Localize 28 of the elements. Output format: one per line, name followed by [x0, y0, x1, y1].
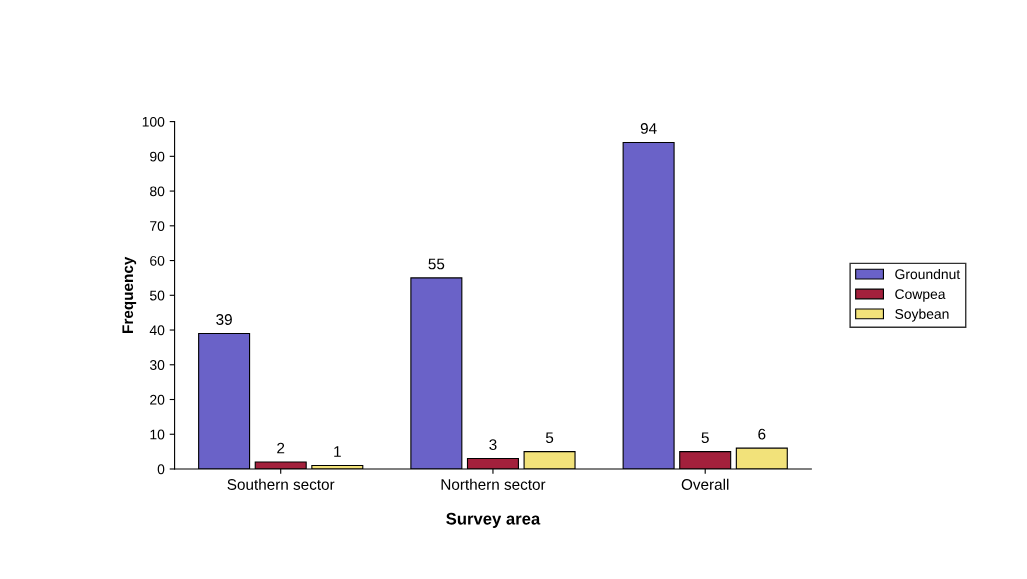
y-tick-label: 80 [150, 186, 165, 197]
y-tick-label: 60 [150, 255, 165, 266]
data-label: 39 [216, 314, 232, 325]
legend-label: Groundnut [895, 268, 961, 280]
x-axis-title: Survey area [446, 512, 541, 528]
y-tick-label: 20 [150, 394, 165, 405]
y-tick-label: 50 [149, 290, 165, 301]
legend-label: Cowpea [895, 289, 946, 302]
y-tick-label: 0 [157, 464, 165, 475]
data-label: 1 [334, 446, 341, 457]
data-label: 6 [758, 428, 766, 440]
data-label: 5 [701, 432, 709, 444]
y-tick-label: 40 [149, 325, 165, 336]
y-tick-label: 10 [150, 429, 165, 440]
data-label: 3 [489, 439, 497, 450]
data-label: 2 [277, 442, 285, 454]
y-tick-label: 70 [150, 221, 165, 231]
y-tick-label: 30 [149, 360, 165, 370]
data-label: 94 [640, 123, 657, 134]
y-tick-label: 100 [142, 116, 165, 127]
y-tick-label: 90 [150, 151, 165, 162]
x-tick-label: Overall [681, 478, 729, 490]
data-label: 55 [428, 258, 445, 270]
y-axis-title: Frequency [122, 256, 137, 333]
x-tick-label: Southern sector [227, 478, 335, 490]
legend-label: Soybean [895, 308, 949, 322]
x-tick-label: Northern sector [441, 478, 546, 490]
data-label: 5 [545, 432, 554, 444]
